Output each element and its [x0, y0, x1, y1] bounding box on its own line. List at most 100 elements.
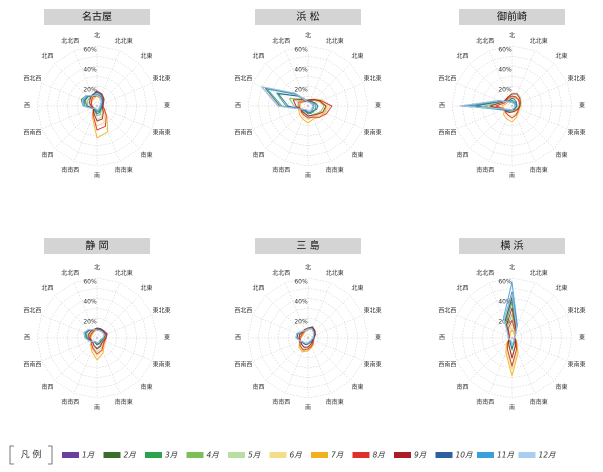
spoke-14: [265, 295, 309, 339]
series-12月: [261, 86, 314, 113]
series-10月: [277, 93, 319, 114]
direction-label: 北西: [41, 52, 53, 60]
direction-label: 北: [305, 32, 311, 40]
series-12月: [459, 100, 516, 111]
legend-swatch: [311, 452, 328, 458]
spoke-6: [511, 105, 555, 149]
direction-label: 西北西: [234, 307, 252, 315]
spoke-1: [307, 50, 332, 107]
chart-title-box: [459, 238, 565, 254]
legend-swatch: [435, 452, 453, 458]
spoke-7: [511, 337, 536, 394]
spoke-13: [252, 314, 309, 339]
spoke-10: [54, 337, 98, 381]
direction-label: 東南東: [153, 360, 171, 368]
spoke-5: [511, 105, 568, 130]
direction-label: 西: [439, 103, 445, 110]
spoke-3: [511, 314, 568, 339]
series-9月: [88, 327, 108, 350]
direction-label: 西: [235, 103, 241, 110]
spoke-2: [511, 63, 555, 107]
direction-label: 南南西: [476, 398, 494, 406]
spoke-5: [96, 105, 153, 130]
series-12月: [81, 94, 102, 111]
direction-label: 南東: [555, 383, 567, 391]
tick-label: 40%: [294, 299, 308, 306]
direction-label: 北西: [41, 284, 53, 292]
direction-label: 西南西: [234, 360, 252, 368]
direction-label: 南西: [41, 151, 53, 159]
chart-title-box: [255, 238, 361, 254]
legend-bracket-left: [9, 445, 14, 465]
direction-label: 北: [509, 32, 515, 40]
grid-ring-50: [257, 55, 359, 157]
grid-ring-60: [247, 277, 369, 399]
spoke-14: [54, 295, 98, 339]
direction-label: 南東: [351, 151, 363, 159]
direction-label: 北北西: [476, 269, 494, 277]
direction-label: 西: [24, 335, 30, 342]
direction-label: 東南東: [364, 360, 382, 368]
direction-label: 東北東: [568, 75, 586, 83]
tick-label: 60%: [498, 47, 512, 54]
direction-label: 南東: [140, 383, 152, 391]
direction-label: 北北東: [530, 269, 548, 277]
spoke-5: [307, 105, 364, 130]
direction-label: 北西: [456, 284, 468, 292]
spoke-11: [252, 337, 309, 362]
spoke-6: [511, 337, 555, 381]
direction-label: 北東: [140, 284, 152, 292]
direction-label: 北西: [252, 284, 264, 292]
grid-ring-40: [471, 297, 553, 379]
direction-label: 南: [94, 172, 100, 180]
direction-label: 北: [509, 264, 515, 272]
direction-label: 北北西: [61, 37, 79, 45]
spoke-7: [96, 105, 121, 162]
direction-label: 西南西: [23, 128, 41, 136]
legend-label: 1月: [82, 451, 95, 460]
series-8月: [495, 95, 521, 119]
direction-label: 西北西: [23, 307, 41, 315]
grid-ring-60: [451, 277, 573, 399]
grid-ring-40: [56, 65, 138, 147]
spoke-6: [307, 105, 351, 149]
direction-label: 西: [24, 103, 30, 110]
direction-label: 南: [94, 404, 100, 412]
legend-label: 4月: [207, 451, 220, 460]
direction-label: 南南西: [476, 166, 494, 174]
legend-swatch: [103, 452, 121, 458]
direction-label: 北東: [555, 52, 567, 60]
direction-label: 西北西: [438, 75, 456, 83]
series-11月: [266, 88, 315, 113]
direction-label: 北北西: [61, 269, 79, 277]
legend-swatch: [228, 452, 245, 458]
legend-label: 12月: [539, 451, 557, 460]
direction-label: 北北西: [476, 37, 494, 45]
legend-label: 10月: [456, 451, 474, 460]
tick-label: 60%: [294, 279, 308, 286]
direction-label: 南南東: [115, 166, 133, 174]
direction-label: 南南西: [61, 166, 79, 174]
direction-label: 西南西: [23, 360, 41, 368]
direction-label: 北東: [351, 52, 363, 60]
grid-ring-60: [247, 45, 369, 167]
direction-label: 南: [509, 404, 515, 412]
legend-label: 3月: [165, 451, 178, 460]
grid-ring-40: [267, 65, 349, 147]
direction-label: 北北西: [272, 37, 290, 45]
grid-ring-40: [471, 65, 553, 147]
spoke-10: [469, 337, 513, 381]
direction-label: 東南東: [364, 128, 382, 136]
tick-label: 20%: [294, 87, 308, 94]
series-10月: [85, 328, 106, 346]
spoke-11: [41, 105, 98, 130]
legend-swatch: [394, 452, 411, 458]
legend-label: 5月: [248, 451, 261, 460]
chart-title-box: [44, 238, 150, 254]
direction-label: 北: [94, 264, 100, 272]
direction-label: 東北東: [153, 307, 171, 315]
tick-label: 40%: [83, 299, 97, 306]
